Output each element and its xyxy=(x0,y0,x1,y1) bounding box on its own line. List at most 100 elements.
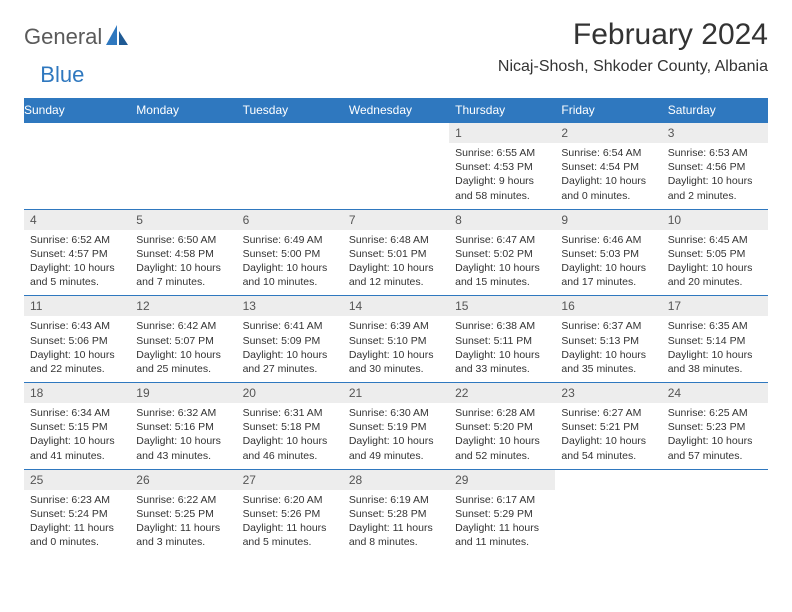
sunset-text: Sunset: 5:20 PM xyxy=(455,420,549,434)
sunrise-text: Sunrise: 6:17 AM xyxy=(455,493,549,507)
daylight-text: Daylight: 10 hours and 10 minutes. xyxy=(243,261,337,289)
day-number: 25 xyxy=(24,470,130,490)
day-details: Sunrise: 6:30 AMSunset: 5:19 PMDaylight:… xyxy=(343,403,449,469)
sunset-text: Sunset: 5:29 PM xyxy=(455,507,549,521)
sunrise-text: Sunrise: 6:37 AM xyxy=(561,319,655,333)
day-cell: 7Sunrise: 6:48 AMSunset: 5:01 PMDaylight… xyxy=(343,209,449,296)
sunset-text: Sunset: 5:13 PM xyxy=(561,334,655,348)
day-header-monday: Monday xyxy=(130,98,236,123)
day-cell: 29Sunrise: 6:17 AMSunset: 5:29 PMDayligh… xyxy=(449,469,555,555)
day-number: 1 xyxy=(449,123,555,143)
day-details: Sunrise: 6:45 AMSunset: 5:05 PMDaylight:… xyxy=(662,230,768,296)
sunrise-text: Sunrise: 6:41 AM xyxy=(243,319,337,333)
sunset-text: Sunset: 5:05 PM xyxy=(668,247,762,261)
daylight-text: Daylight: 10 hours and 57 minutes. xyxy=(668,434,762,462)
sunrise-text: Sunrise: 6:47 AM xyxy=(455,233,549,247)
empty-day-cell xyxy=(237,123,343,210)
day-cell: 3Sunrise: 6:53 AMSunset: 4:56 PMDaylight… xyxy=(662,123,768,210)
daylight-text: Daylight: 10 hours and 2 minutes. xyxy=(668,174,762,202)
day-cell: 19Sunrise: 6:32 AMSunset: 5:16 PMDayligh… xyxy=(130,383,236,470)
day-number: 9 xyxy=(555,210,661,230)
sunset-text: Sunset: 5:19 PM xyxy=(349,420,443,434)
day-header-saturday: Saturday xyxy=(662,98,768,123)
daylight-text: Daylight: 10 hours and 5 minutes. xyxy=(30,261,124,289)
day-number: 7 xyxy=(343,210,449,230)
day-details: Sunrise: 6:32 AMSunset: 5:16 PMDaylight:… xyxy=(130,403,236,469)
day-number: 21 xyxy=(343,383,449,403)
sunset-text: Sunset: 5:28 PM xyxy=(349,507,443,521)
day-cell: 13Sunrise: 6:41 AMSunset: 5:09 PMDayligh… xyxy=(237,296,343,383)
sunrise-text: Sunrise: 6:46 AM xyxy=(561,233,655,247)
day-details: Sunrise: 6:25 AMSunset: 5:23 PMDaylight:… xyxy=(662,403,768,469)
day-details: Sunrise: 6:42 AMSunset: 5:07 PMDaylight:… xyxy=(130,316,236,382)
day-cell: 18Sunrise: 6:34 AMSunset: 5:15 PMDayligh… xyxy=(24,383,130,470)
day-details: Sunrise: 6:39 AMSunset: 5:10 PMDaylight:… xyxy=(343,316,449,382)
day-cell: 12Sunrise: 6:42 AMSunset: 5:07 PMDayligh… xyxy=(130,296,236,383)
day-details: Sunrise: 6:19 AMSunset: 5:28 PMDaylight:… xyxy=(343,490,449,556)
day-number: 14 xyxy=(343,296,449,316)
day-number: 8 xyxy=(449,210,555,230)
day-details: Sunrise: 6:27 AMSunset: 5:21 PMDaylight:… xyxy=(555,403,661,469)
sunset-text: Sunset: 5:15 PM xyxy=(30,420,124,434)
day-cell: 24Sunrise: 6:25 AMSunset: 5:23 PMDayligh… xyxy=(662,383,768,470)
day-cell: 16Sunrise: 6:37 AMSunset: 5:13 PMDayligh… xyxy=(555,296,661,383)
sunrise-text: Sunrise: 6:35 AM xyxy=(668,319,762,333)
daylight-text: Daylight: 10 hours and 33 minutes. xyxy=(455,348,549,376)
day-cell: 26Sunrise: 6:22 AMSunset: 5:25 PMDayligh… xyxy=(130,469,236,555)
day-details: Sunrise: 6:48 AMSunset: 5:01 PMDaylight:… xyxy=(343,230,449,296)
sunrise-text: Sunrise: 6:48 AM xyxy=(349,233,443,247)
sunset-text: Sunset: 5:00 PM xyxy=(243,247,337,261)
daylight-text: Daylight: 10 hours and 25 minutes. xyxy=(136,348,230,376)
sunrise-text: Sunrise: 6:28 AM xyxy=(455,406,549,420)
daylight-text: Daylight: 10 hours and 41 minutes. xyxy=(30,434,124,462)
day-cell: 27Sunrise: 6:20 AMSunset: 5:26 PMDayligh… xyxy=(237,469,343,555)
sunrise-text: Sunrise: 6:54 AM xyxy=(561,146,655,160)
day-cell: 17Sunrise: 6:35 AMSunset: 5:14 PMDayligh… xyxy=(662,296,768,383)
day-number: 26 xyxy=(130,470,236,490)
sunrise-text: Sunrise: 6:49 AM xyxy=(243,233,337,247)
day-number: 29 xyxy=(449,470,555,490)
week-row: 18Sunrise: 6:34 AMSunset: 5:15 PMDayligh… xyxy=(24,383,768,470)
day-number: 2 xyxy=(555,123,661,143)
day-cell: 2Sunrise: 6:54 AMSunset: 4:54 PMDaylight… xyxy=(555,123,661,210)
sunrise-text: Sunrise: 6:42 AM xyxy=(136,319,230,333)
sunrise-text: Sunrise: 6:25 AM xyxy=(668,406,762,420)
sunrise-text: Sunrise: 6:32 AM xyxy=(136,406,230,420)
day-details: Sunrise: 6:46 AMSunset: 5:03 PMDaylight:… xyxy=(555,230,661,296)
sunrise-text: Sunrise: 6:34 AM xyxy=(30,406,124,420)
day-cell: 22Sunrise: 6:28 AMSunset: 5:20 PMDayligh… xyxy=(449,383,555,470)
calendar-page: General February 2024 Nicaj-Shosh, Shkod… xyxy=(0,0,792,573)
day-number: 11 xyxy=(24,296,130,316)
day-number: 19 xyxy=(130,383,236,403)
day-details: Sunrise: 6:52 AMSunset: 4:57 PMDaylight:… xyxy=(24,230,130,296)
sunset-text: Sunset: 5:23 PM xyxy=(668,420,762,434)
day-cell: 21Sunrise: 6:30 AMSunset: 5:19 PMDayligh… xyxy=(343,383,449,470)
daylight-text: Daylight: 10 hours and 49 minutes. xyxy=(349,434,443,462)
daylight-text: Daylight: 11 hours and 3 minutes. xyxy=(136,521,230,549)
daylight-text: Daylight: 10 hours and 43 minutes. xyxy=(136,434,230,462)
sunset-text: Sunset: 5:09 PM xyxy=(243,334,337,348)
empty-day-cell xyxy=(555,469,661,555)
day-number: 15 xyxy=(449,296,555,316)
day-cell: 9Sunrise: 6:46 AMSunset: 5:03 PMDaylight… xyxy=(555,209,661,296)
sunset-text: Sunset: 4:57 PM xyxy=(30,247,124,261)
day-number: 3 xyxy=(662,123,768,143)
sunrise-text: Sunrise: 6:38 AM xyxy=(455,319,549,333)
day-details: Sunrise: 6:50 AMSunset: 4:58 PMDaylight:… xyxy=(130,230,236,296)
day-number: 17 xyxy=(662,296,768,316)
sunrise-text: Sunrise: 6:50 AM xyxy=(136,233,230,247)
day-cell: 25Sunrise: 6:23 AMSunset: 5:24 PMDayligh… xyxy=(24,469,130,555)
day-cell: 1Sunrise: 6:55 AMSunset: 4:53 PMDaylight… xyxy=(449,123,555,210)
sunrise-text: Sunrise: 6:27 AM xyxy=(561,406,655,420)
daylight-text: Daylight: 10 hours and 52 minutes. xyxy=(455,434,549,462)
sunset-text: Sunset: 4:54 PM xyxy=(561,160,655,174)
day-cell: 28Sunrise: 6:19 AMSunset: 5:28 PMDayligh… xyxy=(343,469,449,555)
day-cell: 8Sunrise: 6:47 AMSunset: 5:02 PMDaylight… xyxy=(449,209,555,296)
sunset-text: Sunset: 5:25 PM xyxy=(136,507,230,521)
day-details: Sunrise: 6:55 AMSunset: 4:53 PMDaylight:… xyxy=(449,143,555,209)
daylight-text: Daylight: 11 hours and 0 minutes. xyxy=(30,521,124,549)
daylight-text: Daylight: 10 hours and 46 minutes. xyxy=(243,434,337,462)
sunrise-text: Sunrise: 6:39 AM xyxy=(349,319,443,333)
week-row: 25Sunrise: 6:23 AMSunset: 5:24 PMDayligh… xyxy=(24,469,768,555)
day-number: 16 xyxy=(555,296,661,316)
